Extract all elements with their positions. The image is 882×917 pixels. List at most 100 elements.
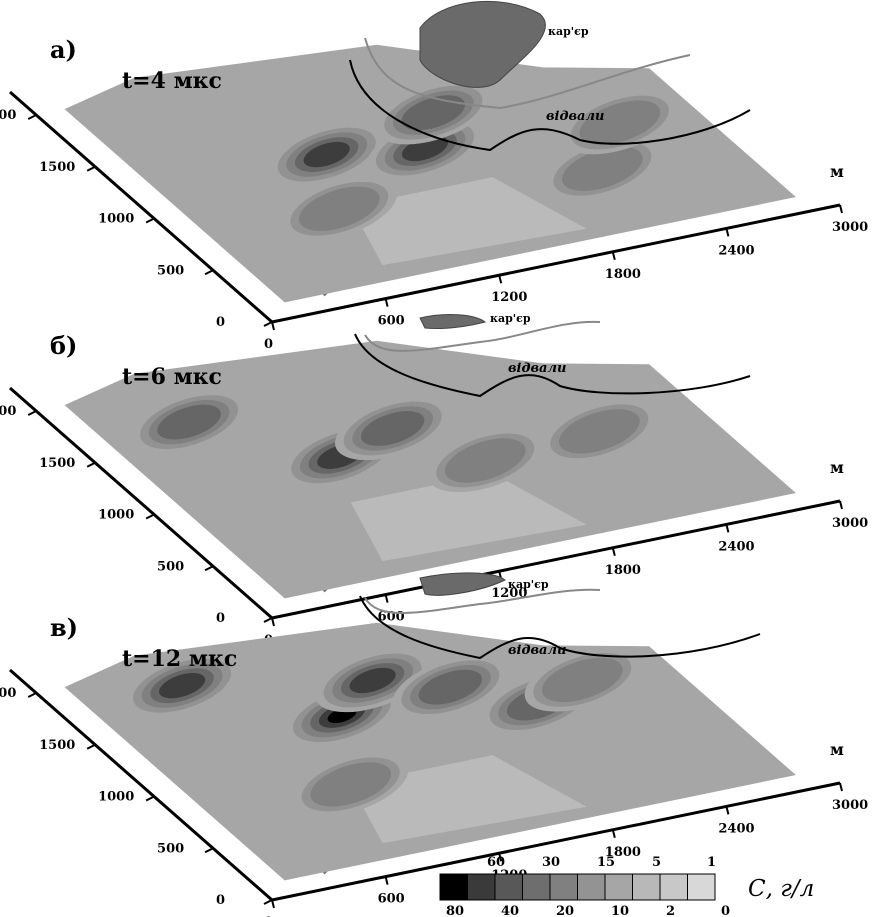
- x-tick: [271, 899, 275, 909]
- legend-swatch: [522, 873, 551, 901]
- contour-hotspot: [298, 186, 380, 231]
- panel-2: Мокріська0600120018002400300005001000150…: [0, 312, 868, 648]
- time-label: t=4 мкс: [122, 68, 222, 94]
- x-tick: [725, 524, 730, 533]
- legend-swatch: [467, 873, 496, 901]
- contour-hotspot: [561, 146, 643, 191]
- legend-bottom-label: 40: [501, 904, 519, 917]
- x-axis: [271, 499, 841, 620]
- pit-shape: [419, 0, 546, 88]
- y-tick: [86, 743, 96, 750]
- contour-hotspot: [418, 669, 483, 705]
- panel-letter: а): [50, 35, 77, 64]
- legend-swatch: [549, 873, 578, 901]
- x-axis: [271, 203, 841, 324]
- y-tick-label: 2000: [0, 404, 16, 419]
- contour-hotspot: [401, 95, 466, 131]
- legend-top-label: 60: [487, 855, 505, 870]
- y-axis: [9, 90, 273, 324]
- contour-hotspot: [159, 672, 206, 699]
- contour-hotspot: [360, 411, 425, 446]
- legend-swatch: [577, 873, 606, 901]
- y-tick-label: 2000: [0, 686, 16, 701]
- dump-outline: [359, 595, 761, 660]
- legend-bottom-label: 0: [721, 904, 730, 917]
- y-tick-label: 1000: [98, 508, 134, 523]
- y-tick: [204, 269, 214, 276]
- legend-title: С, г/л: [748, 876, 814, 902]
- x-tick: [611, 547, 616, 557]
- dump-label: відвали: [508, 643, 566, 658]
- pit-label: кар'єр: [490, 312, 531, 325]
- panel-3: Мокріська0600120018002400300005001000150…: [0, 572, 868, 917]
- x-tick: [271, 617, 275, 627]
- x-axis: [271, 781, 841, 902]
- y-axis: [9, 668, 273, 902]
- panel-letter: в): [50, 613, 78, 642]
- contour-hotspot: [444, 438, 526, 483]
- shoreline: [364, 320, 601, 352]
- x-tick-label: 3000: [832, 220, 868, 235]
- x-tick-label: 0: [264, 337, 273, 352]
- y-tick: [263, 321, 273, 327]
- legend-swatch: [659, 873, 688, 901]
- x-tick: [725, 806, 730, 815]
- contour-hotspot: [303, 141, 350, 168]
- y-tick-label: 2000: [0, 108, 16, 123]
- y-tick: [145, 217, 155, 224]
- x-tick-label: 2400: [718, 539, 754, 554]
- contour-hotspot: [558, 409, 640, 454]
- y-tick-label: 1500: [39, 738, 75, 753]
- y-tick-label: 500: [157, 841, 184, 856]
- x-tick-label: 1800: [605, 267, 641, 282]
- x-tick-label: 600: [378, 314, 405, 329]
- x-tick: [384, 594, 389, 603]
- x-tick: [611, 829, 616, 839]
- pit-shape: [419, 314, 487, 329]
- low-concentration-zone: [350, 473, 587, 562]
- legend-top-label: 5: [652, 855, 661, 870]
- legend-top-label: 15: [597, 855, 615, 870]
- contour-hotspot: [157, 404, 221, 440]
- contour-hotspot: [579, 100, 661, 145]
- panel-letter: б): [50, 331, 77, 360]
- x-unit-label: м: [830, 162, 844, 181]
- y-axis: [9, 386, 273, 620]
- legend-bottom-label: 80: [446, 904, 464, 917]
- legend-top-label: 1: [707, 855, 716, 870]
- contour-hotspot: [349, 667, 396, 694]
- legend-bottom-label: 20: [556, 904, 574, 917]
- shoreline: [364, 588, 601, 614]
- y-tick: [263, 899, 273, 905]
- y-tick-label: 0: [216, 315, 225, 330]
- y-tick: [145, 795, 155, 802]
- x-tick-label: 3000: [832, 516, 868, 531]
- x-tick-label: 2400: [718, 243, 754, 258]
- shoreline: [364, 37, 691, 110]
- legend: 60 30 15 5 180 40 20 10 2 0С, г/л: [439, 855, 814, 917]
- panel-1: Мокріська0600120018002400300005001000150…: [0, 0, 868, 352]
- x-tick: [498, 274, 503, 284]
- legend-swatch: [494, 873, 523, 901]
- pit-shape: [419, 572, 506, 596]
- y-tick: [27, 692, 37, 698]
- x-unit-label: м: [830, 458, 844, 477]
- y-tick-label: 500: [157, 263, 184, 278]
- y-tick-label: 0: [216, 893, 225, 908]
- y-tick-label: 1500: [39, 160, 75, 175]
- legend-swatch: [439, 873, 468, 901]
- y-tick: [145, 513, 155, 520]
- y-tick: [204, 565, 214, 572]
- y-tick-label: 1000: [98, 212, 134, 227]
- x-tick: [839, 204, 843, 214]
- y-tick-label: 500: [157, 559, 184, 574]
- legend-swatch: [604, 873, 633, 901]
- x-tick-label: 1200: [491, 290, 527, 305]
- x-tick: [839, 782, 843, 792]
- y-tick-label: 1000: [98, 790, 134, 805]
- y-tick: [204, 847, 214, 854]
- dump-label: відвали: [546, 109, 604, 124]
- pit-label: кар'єр: [508, 578, 549, 591]
- dump-outline: [349, 59, 751, 152]
